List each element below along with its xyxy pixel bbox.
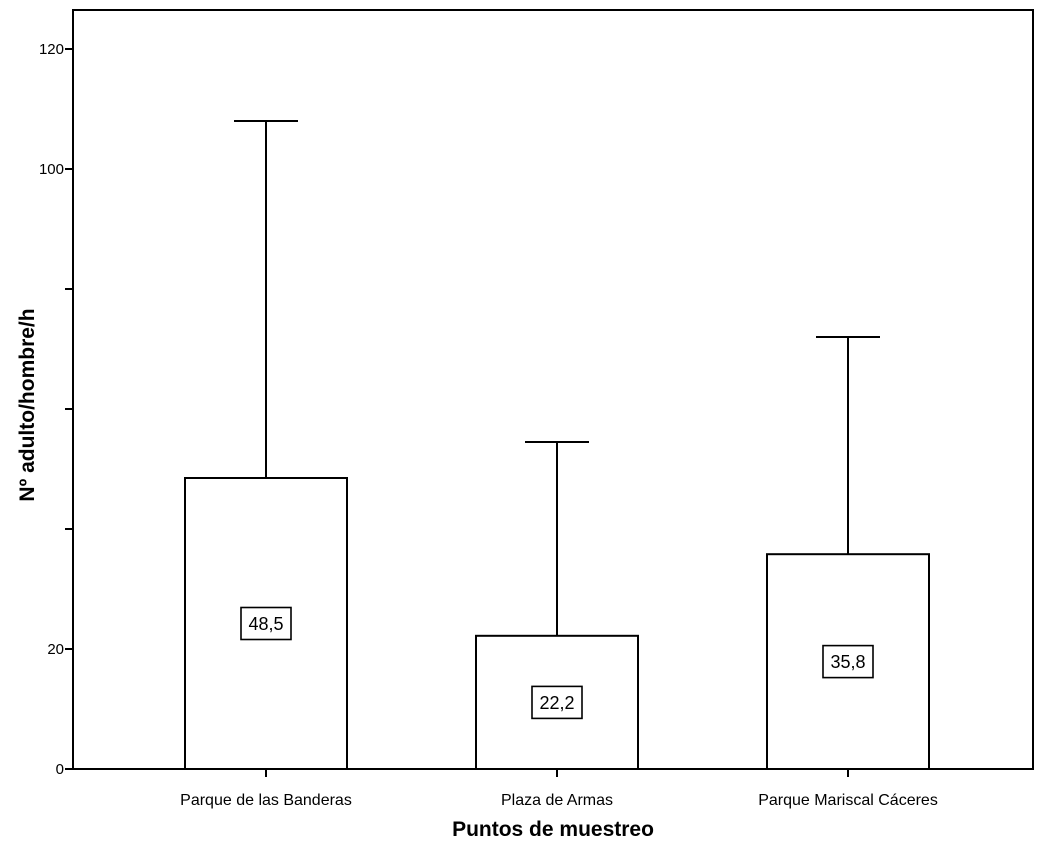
y-tick-label: 20 [47,641,64,658]
error-bars [234,120,880,636]
x-tick-label: Parque de las Banderas [180,792,352,809]
x-axis-title: Puntos de muestreo [452,818,654,841]
value-label: 48,5 [248,614,283,634]
value-label-box [531,685,583,720]
x-tick-label: Parque Mariscal Cáceres [758,792,938,809]
value-label: 22,2 [539,693,574,713]
x-tick-label: Plaza de Armas [501,792,613,809]
y-tick-label: 100 [39,161,64,178]
value-label: 35,8 [830,652,865,672]
y-axis-ticks: 0 20 100 120 [39,41,73,778]
y-axis-title: Nº adulto/hombre/h [16,308,39,501]
value-labels: 48,5 22,2 35,8 [240,606,874,720]
value-label-box [240,606,292,641]
y-tick-label: 0 [56,761,64,778]
y-tick-label: 120 [39,41,64,58]
value-label-box [822,644,874,679]
x-axis-labels: Parque de las Banderas Plaza de Armas Parq… [180,769,938,809]
